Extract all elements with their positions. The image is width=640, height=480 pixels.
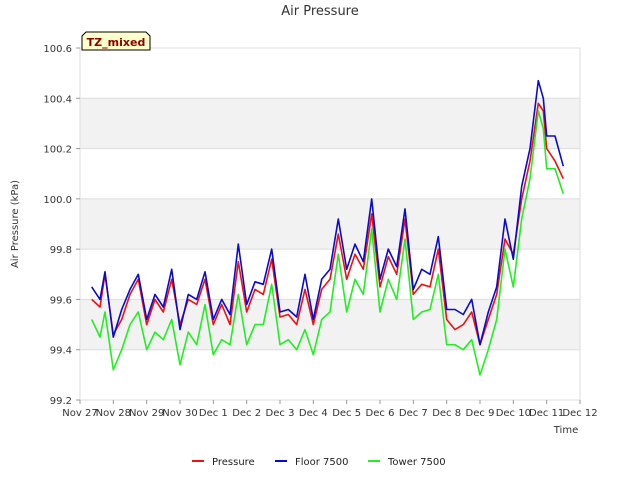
x-tick-label: Nov 29: [129, 408, 164, 419]
x-tick-label: Dec 10: [496, 408, 531, 419]
x-tick-label: Nov 27: [62, 408, 97, 419]
y-tick-label: 99.8: [50, 245, 72, 256]
legend-item: Floor 7500: [275, 457, 349, 468]
tz-badge-label: TZ_mixed: [87, 36, 146, 49]
x-tick-label: Dec 2: [232, 408, 261, 419]
series-line-pressure: [91, 102, 565, 346]
x-axis-title: Time: [553, 425, 578, 436]
y-tick-label: 100.6: [43, 44, 72, 55]
y-tick-label: 100.0: [43, 195, 72, 206]
x-tick-label: Nov 28: [96, 408, 131, 419]
x-tick-label: Nov 30: [162, 408, 197, 419]
x-tick-label: Dec 7: [399, 408, 428, 419]
series-lines: [90, 79, 565, 376]
y-tick-label: 99.2: [50, 396, 72, 407]
x-tick-label: Dec 3: [266, 408, 295, 419]
y-axis-ticks: 99.2 99.4 99.6 99.8 100.0 100.2 100.4 100.6: [43, 44, 80, 407]
legend-label: Tower 7500: [387, 457, 446, 468]
x-tick-label: Dec 6: [366, 408, 395, 419]
x-tick-label: Dec 1: [199, 408, 228, 419]
legend-item: Pressure: [192, 457, 255, 468]
y-tick-label: 100.4: [43, 94, 72, 105]
x-tick-label: Dec 5: [332, 408, 361, 419]
y-tick-label: 99.6: [50, 295, 72, 306]
x-tick-label: Dec 11: [529, 408, 564, 419]
y-tick-label: 100.2: [43, 145, 72, 156]
grid-bands: [80, 98, 580, 350]
legend-item: Tower 7500: [368, 457, 446, 468]
legend-label: Pressure: [212, 457, 255, 468]
chart-title: Air Pressure: [281, 4, 359, 19]
plot-area-border: [79, 47, 581, 401]
series-line-floor-7500: [91, 79, 565, 346]
x-tick-label: Dec 12: [562, 408, 597, 419]
grid-band: [80, 98, 580, 149]
grid-band: [80, 198, 580, 250]
tz-badge-box: [81, 31, 151, 51]
x-tick-label: Dec 4: [299, 408, 328, 419]
y-tick-label: 99.4: [50, 346, 72, 357]
legend-label: Floor 7500: [295, 457, 349, 468]
x-tick-label: Dec 8: [432, 408, 461, 419]
series-line-tower-7500: [90, 110, 565, 376]
tz-badge: TZ_mixed: [81, 31, 151, 51]
y-axis-title: Air Pressure (kPa): [10, 180, 21, 268]
legend: Pressure Floor 7500 Tower 7500: [192, 457, 446, 468]
x-tick-label: Dec 9: [466, 408, 495, 419]
